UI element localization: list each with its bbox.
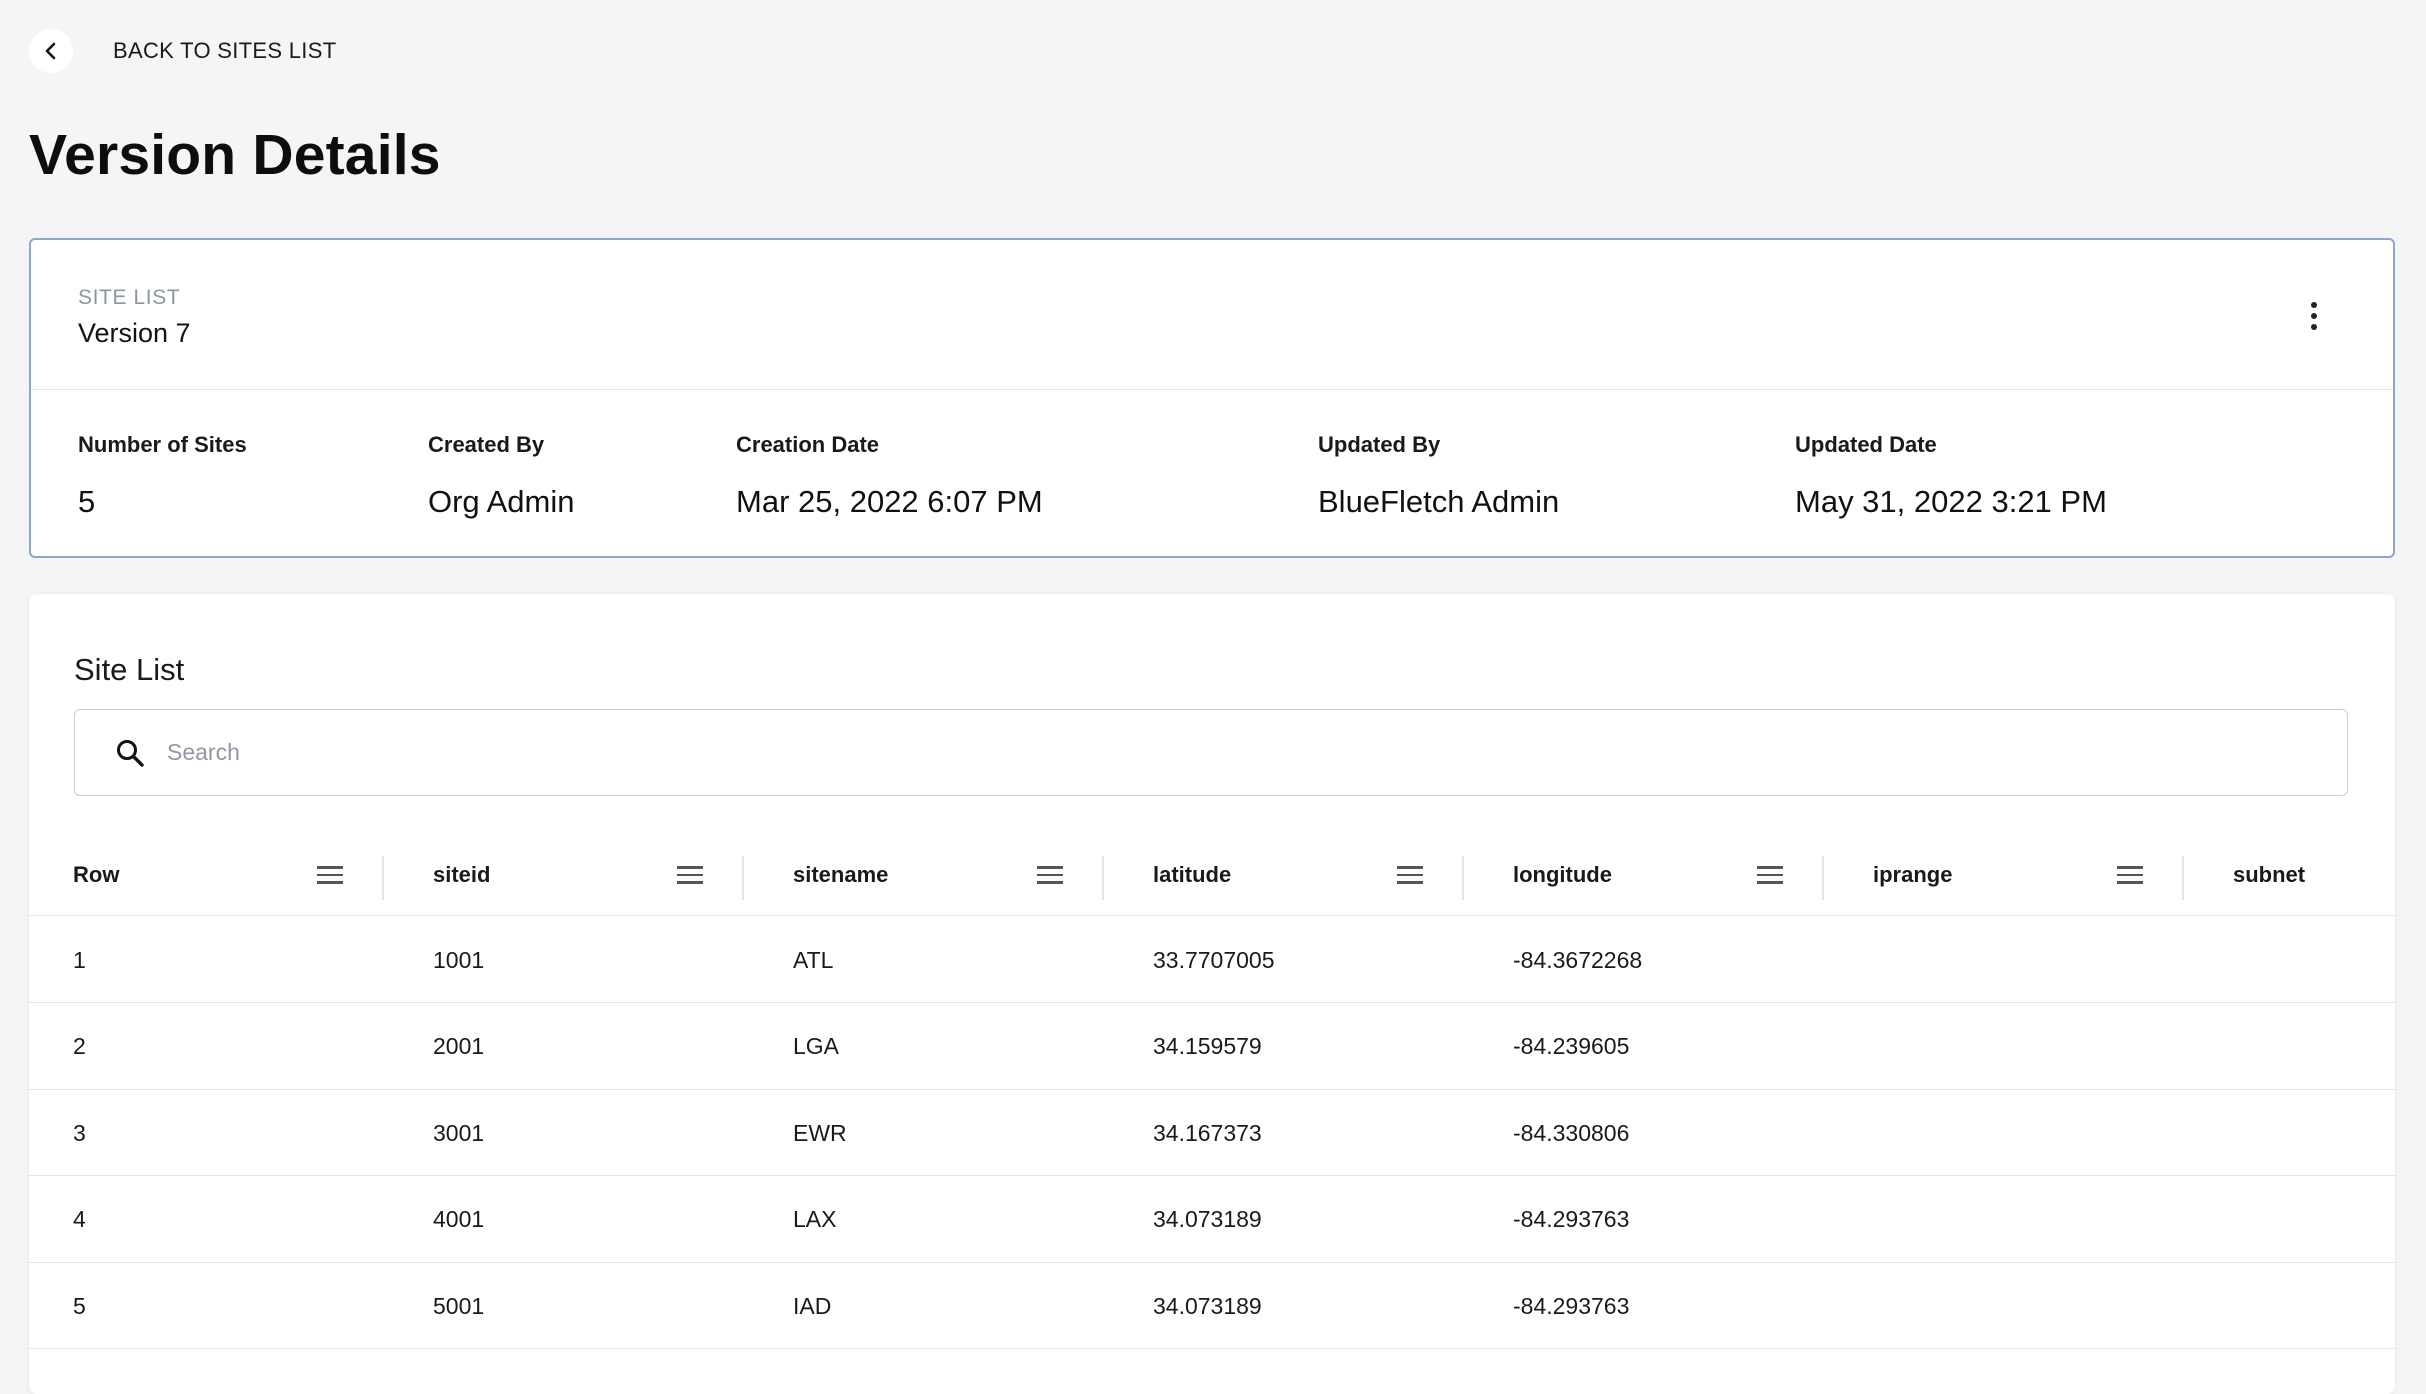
table-cell-latitude: 34.073189: [1153, 1292, 1262, 1319]
meta-label: Number of Sites: [78, 432, 247, 457]
site-list-card: Site List Row siteid sitename latitude l…: [29, 594, 2395, 1394]
search-box[interactable]: [74, 709, 2348, 796]
table-cell-longitude: -84.3672268: [1513, 946, 1643, 973]
meta-value: 5: [78, 484, 96, 519]
column-header-latitude[interactable]: latitude: [1153, 862, 1232, 887]
version-card: SITE LIST Version 7 Number of Sites 5 Cr…: [29, 238, 2395, 558]
meta-updated-date: Updated Date May 31, 2022 3:21 PM: [1795, 432, 2107, 520]
column-divider[interactable]: [1822, 856, 1824, 900]
table-cell-row: 5: [73, 1292, 86, 1319]
column-menu-icon[interactable]: [2117, 861, 2145, 889]
table-cell-latitude: 34.159579: [1153, 1033, 1262, 1059]
table-cell-sitename: IAD: [793, 1292, 832, 1319]
version-card-header: SITE LIST Version 7: [31, 240, 2393, 390]
version-eyebrow: SITE LIST: [78, 286, 181, 309]
meta-value: May 31, 2022 3:21 PM: [1795, 484, 2107, 519]
table-cell-latitude: 34.167373: [1153, 1119, 1262, 1146]
column-divider[interactable]: [1462, 856, 1464, 900]
column-menu-icon[interactable]: [1757, 861, 1785, 889]
column-header-siteid[interactable]: siteid: [433, 862, 491, 887]
search-input[interactable]: [165, 738, 2265, 767]
table-cell-row: 1: [73, 946, 86, 973]
meta-created-by: Created By Org Admin: [428, 432, 574, 520]
column-menu-icon[interactable]: [677, 861, 705, 889]
table-cell-latitude: 34.073189: [1153, 1206, 1262, 1232]
back-to-sites-link[interactable]: BACK TO SITES LIST: [113, 38, 337, 63]
version-name: Version 7: [78, 318, 191, 348]
column-divider[interactable]: [382, 856, 384, 900]
table-cell-row: 4: [73, 1206, 86, 1232]
table-cell-longitude: -84.293763: [1513, 1206, 1630, 1232]
table-cell-siteid: 5001: [433, 1292, 485, 1319]
meta-label: Created By: [428, 432, 545, 457]
table-cell-siteid: 1001: [433, 946, 485, 973]
table-row[interactable]: 2 2001 LGA 34.159579 -84.239605: [29, 1004, 2395, 1090]
table-cell-row: 3: [73, 1119, 86, 1146]
table-cell-sitename: LAX: [793, 1206, 837, 1232]
chevron-left-icon: [45, 42, 56, 60]
meta-updated-by: Updated By BlueFletch Admin: [1318, 432, 1559, 520]
table-cell-longitude: -84.293763: [1513, 1292, 1630, 1319]
table-row[interactable]: 3 3001 EWR 34.167373 -84.330806: [29, 1090, 2395, 1176]
table-row[interactable]: 4 4001 LAX 34.073189 -84.293763: [29, 1177, 2395, 1263]
back-button[interactable]: [29, 29, 73, 73]
meta-value: BlueFletch Admin: [1318, 484, 1560, 519]
table-cell-longitude: -84.239605: [1513, 1033, 1630, 1059]
table-cell-siteid: 2001: [433, 1033, 485, 1059]
meta-value: Org Admin: [428, 484, 575, 519]
meta-value: Mar 25, 2022 6:07 PM: [736, 484, 1043, 519]
column-divider[interactable]: [742, 856, 744, 900]
table-cell-sitename: EWR: [793, 1119, 847, 1146]
column-header-row[interactable]: Row: [73, 862, 120, 887]
more-vertical-icon[interactable]: [2299, 298, 2329, 334]
back-navigation: BACK TO SITES LIST: [29, 29, 336, 73]
column-header-longitude[interactable]: longitude: [1513, 862, 1612, 887]
column-header-sitename[interactable]: sitename: [793, 862, 889, 887]
meta-label: Updated By: [1318, 432, 1441, 457]
search-icon: [117, 739, 144, 767]
meta-label: Updated Date: [1795, 432, 1937, 457]
column-menu-icon[interactable]: [1397, 861, 1425, 889]
table-row[interactable]: 1 1001 ATL 33.7707005 -84.3672268: [29, 917, 2395, 1003]
meta-number-of-sites: Number of Sites 5: [78, 432, 247, 520]
table-cell-siteid: 4001: [433, 1206, 485, 1232]
column-divider[interactable]: [1102, 856, 1104, 900]
meta-label: Creation Date: [736, 432, 880, 457]
table-cell-longitude: -84.330806: [1513, 1119, 1630, 1146]
column-divider[interactable]: [2182, 856, 2184, 900]
table-header: Row siteid sitename latitude longitude i…: [29, 834, 2395, 916]
column-menu-icon[interactable]: [317, 861, 345, 889]
table-cell-latitude: 33.7707005: [1153, 946, 1275, 973]
column-header-iprange[interactable]: iprange: [1873, 862, 1953, 887]
column-menu-icon[interactable]: [1037, 861, 1065, 889]
table-cell-sitename: LGA: [793, 1033, 840, 1059]
table-cell-siteid: 3001: [433, 1119, 485, 1146]
meta-creation-date: Creation Date Mar 25, 2022 6:07 PM: [736, 432, 1043, 520]
column-header-subnet[interactable]: subnet: [2233, 862, 2306, 887]
table-row[interactable]: 5 5001 IAD 34.073189 -84.293763: [29, 1263, 2395, 1349]
site-list-title: Site List: [74, 652, 185, 687]
table-cell-sitename: ATL: [793, 946, 834, 973]
table-cell-row: 2: [73, 1033, 86, 1059]
page-title: Version Details: [29, 123, 441, 187]
